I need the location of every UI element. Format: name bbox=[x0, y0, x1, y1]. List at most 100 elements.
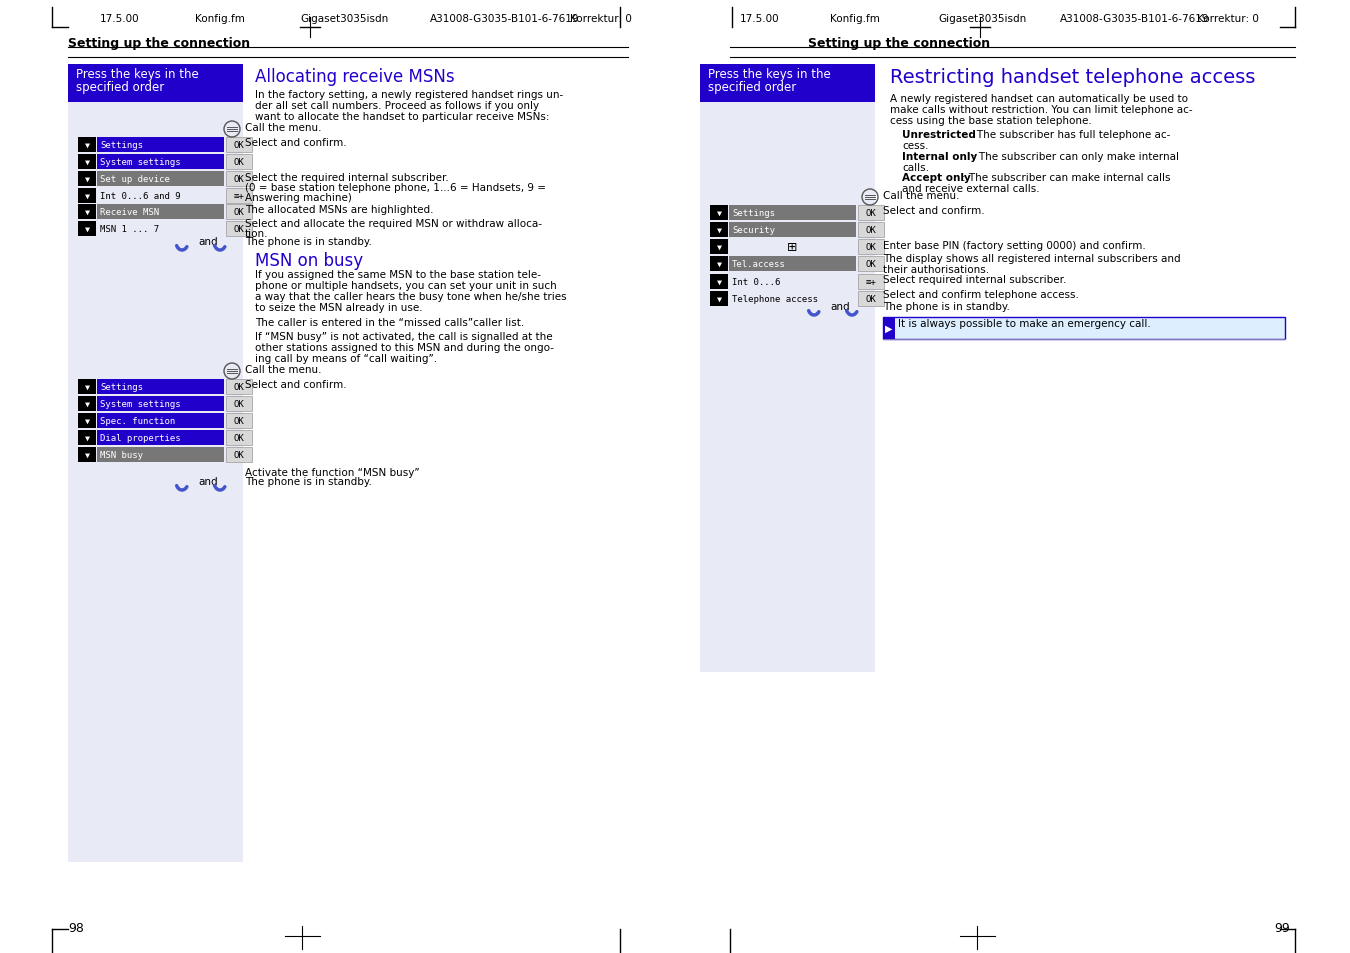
Bar bbox=[729, 256, 856, 272]
Bar bbox=[97, 189, 224, 204]
Text: Int 0...6 and 9: Int 0...6 and 9 bbox=[100, 192, 181, 201]
Text: A newly registered handset can automatically be used to: A newly registered handset can automatic… bbox=[890, 94, 1188, 104]
Text: OK: OK bbox=[234, 174, 244, 184]
Text: The phone is in standby.: The phone is in standby. bbox=[883, 302, 1010, 312]
Bar bbox=[78, 396, 96, 412]
Bar bbox=[97, 396, 224, 412]
Text: Setting up the connection: Setting up the connection bbox=[807, 37, 990, 50]
Bar bbox=[859, 292, 884, 307]
Text: Select and confirm.: Select and confirm. bbox=[883, 206, 984, 215]
Text: ▼: ▼ bbox=[85, 382, 89, 392]
Bar bbox=[225, 396, 252, 412]
Bar bbox=[225, 154, 252, 170]
Text: MSN on busy: MSN on busy bbox=[255, 252, 363, 270]
Bar bbox=[729, 206, 856, 221]
Text: ▼: ▼ bbox=[717, 260, 721, 269]
Text: MSN 1 ... 7: MSN 1 ... 7 bbox=[100, 225, 159, 233]
Text: The caller is entered in the “missed calls”caller list.: The caller is entered in the “missed cal… bbox=[255, 317, 524, 328]
Text: Unrestricted: Unrestricted bbox=[902, 130, 976, 140]
Text: Select and allocate the required MSN or withdraw alloca-: Select and allocate the required MSN or … bbox=[244, 219, 541, 229]
Bar bbox=[68, 65, 243, 103]
Text: ▼: ▼ bbox=[85, 141, 89, 150]
Bar bbox=[97, 138, 224, 152]
Text: and receive external calls.: and receive external calls. bbox=[902, 184, 1040, 193]
Bar bbox=[710, 240, 728, 254]
Bar bbox=[710, 256, 728, 272]
Text: ▼: ▼ bbox=[85, 434, 89, 442]
Bar bbox=[78, 172, 96, 187]
Bar bbox=[729, 292, 856, 307]
Text: and: and bbox=[198, 476, 217, 486]
Bar bbox=[701, 65, 875, 103]
Bar bbox=[225, 138, 252, 152]
Text: If you assigned the same MSN to the base station tele-: If you assigned the same MSN to the base… bbox=[255, 270, 541, 280]
Bar bbox=[729, 274, 856, 290]
Text: ▼: ▼ bbox=[85, 158, 89, 167]
Text: ing call by means of “call waiting”.: ing call by means of “call waiting”. bbox=[255, 354, 437, 364]
Bar bbox=[78, 431, 96, 446]
Text: ≡+: ≡+ bbox=[865, 277, 876, 287]
Text: Settings: Settings bbox=[100, 141, 143, 150]
Text: OK: OK bbox=[865, 294, 876, 304]
Bar bbox=[97, 222, 224, 236]
Text: ▼: ▼ bbox=[717, 294, 721, 304]
Text: Select and confirm.: Select and confirm. bbox=[244, 138, 347, 148]
Text: 17.5.00: 17.5.00 bbox=[100, 14, 139, 24]
Bar bbox=[859, 274, 884, 290]
Text: OK: OK bbox=[234, 208, 244, 216]
Text: System settings: System settings bbox=[100, 158, 181, 167]
Text: Spec. function: Spec. function bbox=[100, 416, 176, 426]
Text: Settings: Settings bbox=[732, 209, 775, 218]
Text: OK: OK bbox=[234, 416, 244, 426]
Text: The display shows all registered internal subscribers and: The display shows all registered interna… bbox=[883, 253, 1181, 264]
Text: In the factory setting, a newly registered handset rings un-: In the factory setting, a newly register… bbox=[255, 90, 563, 100]
Text: 98: 98 bbox=[68, 921, 84, 934]
Text: Press the keys in the: Press the keys in the bbox=[76, 68, 198, 81]
Text: Set up device: Set up device bbox=[100, 174, 170, 184]
Text: their authorisations.: their authorisations. bbox=[883, 265, 990, 274]
Text: Press the keys in the: Press the keys in the bbox=[707, 68, 830, 81]
Text: The phone is in standby.: The phone is in standby. bbox=[244, 476, 371, 486]
Bar bbox=[225, 172, 252, 187]
Bar bbox=[710, 206, 728, 221]
Text: Activate the function “MSN busy”: Activate the function “MSN busy” bbox=[244, 468, 420, 477]
Text: Call the menu.: Call the menu. bbox=[244, 365, 321, 375]
Text: 99: 99 bbox=[1274, 921, 1291, 934]
Text: Security: Security bbox=[732, 226, 775, 234]
Text: Konfig.fm: Konfig.fm bbox=[830, 14, 880, 24]
Text: OK: OK bbox=[234, 141, 244, 150]
Bar bbox=[97, 154, 224, 170]
Text: make calls without restriction. You can limit telephone ac-: make calls without restriction. You can … bbox=[890, 105, 1192, 115]
Text: Enter base PIN (factory setting 0000) and confirm.: Enter base PIN (factory setting 0000) an… bbox=[883, 241, 1146, 251]
Text: Allocating receive MSNs: Allocating receive MSNs bbox=[255, 68, 455, 86]
Text: Korrektur: 0: Korrektur: 0 bbox=[1197, 14, 1258, 24]
Bar bbox=[78, 379, 96, 395]
Text: OK: OK bbox=[234, 225, 244, 233]
Text: Settings: Settings bbox=[100, 382, 143, 392]
Bar bbox=[78, 189, 96, 204]
Text: Answering machine): Answering machine) bbox=[244, 193, 352, 203]
Bar bbox=[225, 431, 252, 446]
Text: der all set call numbers. Proceed as follows if you only: der all set call numbers. Proceed as fol… bbox=[255, 101, 539, 111]
Text: Gigaset3035isdn: Gigaset3035isdn bbox=[300, 14, 389, 24]
Text: want to allocate the handset to particular receive MSNs:: want to allocate the handset to particul… bbox=[255, 112, 549, 122]
Text: a way that the caller hears the busy tone when he/she tries: a way that the caller hears the busy ton… bbox=[255, 292, 567, 302]
Text: calls.: calls. bbox=[902, 163, 929, 172]
Text: MSN busy: MSN busy bbox=[100, 451, 143, 459]
Text: : The subscriber has full telephone ac-: : The subscriber has full telephone ac- bbox=[971, 130, 1170, 140]
Bar bbox=[225, 448, 252, 462]
Text: Accept only: Accept only bbox=[902, 172, 971, 183]
Text: The allocated MSNs are highlighted.: The allocated MSNs are highlighted. bbox=[244, 205, 433, 214]
Text: ▼: ▼ bbox=[717, 243, 721, 252]
Text: 17.5.00: 17.5.00 bbox=[740, 14, 780, 24]
Text: ⊞: ⊞ bbox=[787, 241, 798, 253]
Text: Call the menu.: Call the menu. bbox=[244, 123, 321, 132]
Text: ▼: ▼ bbox=[717, 209, 721, 218]
Text: OK: OK bbox=[865, 243, 876, 252]
Text: OK: OK bbox=[234, 158, 244, 167]
Text: other stations assigned to this MSN and during the ongo-: other stations assigned to this MSN and … bbox=[255, 343, 554, 353]
Text: OK: OK bbox=[865, 260, 876, 269]
Text: Internal only: Internal only bbox=[902, 152, 977, 162]
Text: and: and bbox=[830, 302, 849, 312]
Text: A31008-G3035-B101-6-7619: A31008-G3035-B101-6-7619 bbox=[1060, 14, 1210, 24]
